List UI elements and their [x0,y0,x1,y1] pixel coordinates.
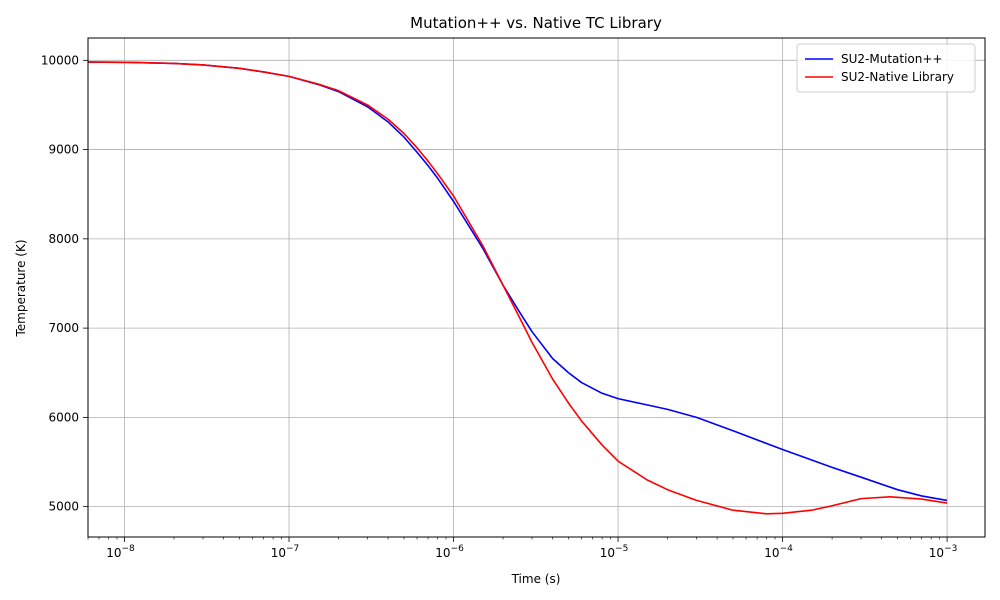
x-axis-ticks: 10−8 10−7 10−6 10−5 10−4 10−3 [87,537,958,560]
y-tick-label: 5000 [48,500,79,514]
series-layer [88,61,948,515]
legend-box [796,43,976,93]
chart-title: Mutation++ vs. Native TC Library [410,14,662,32]
y-axis-ticks: 5000 6000 7000 8000 9000 10000 [41,53,88,514]
legend: SU2-Mutation++ SU2-Native Library [796,43,976,93]
y-tick-label: 9000 [48,143,79,157]
series-line-2 [88,61,948,515]
legend-label: SU2-Native Library [841,70,954,84]
legend-label: SU2-Mutation++ [841,52,942,66]
x-tick-label: 10−3 [929,544,958,560]
y-tick-label: 10000 [41,53,79,67]
y-axis-label: Temperature (K) [14,239,28,337]
y-tick-label: 7000 [48,321,79,335]
x-tick-label: 10−5 [600,544,629,560]
x-axis-label: Time (s) [511,572,561,586]
x-tick-label: 10−4 [764,544,793,560]
y-tick-label: 6000 [48,410,79,424]
x-tick-label: 10−6 [435,544,464,560]
x-tick-label: 10−8 [106,544,135,560]
grid-lines [88,38,985,537]
x-tick-label: 10−7 [271,544,300,560]
y-tick-label: 8000 [48,232,79,246]
plot-frame [87,37,986,538]
